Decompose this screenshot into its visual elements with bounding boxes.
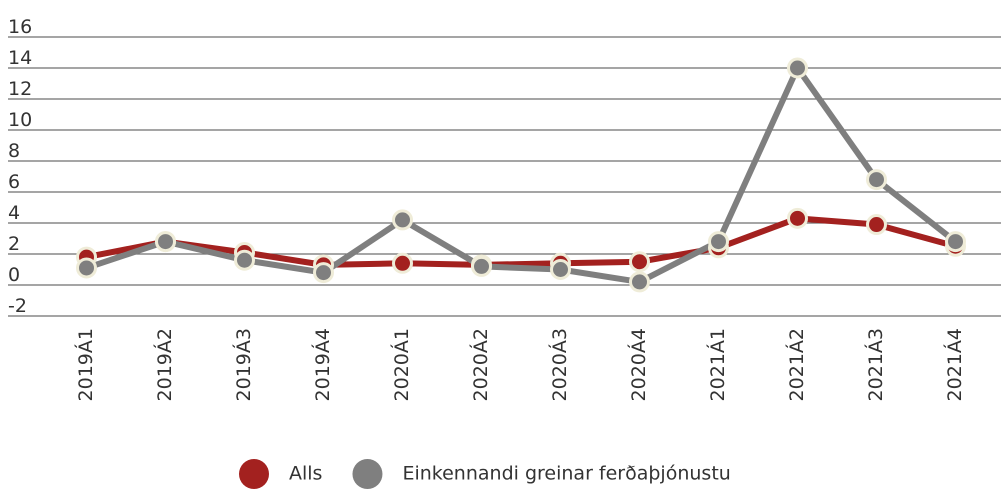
series-line	[85, 215, 957, 268]
x-tick-label: 2019Á1	[74, 328, 97, 401]
data-point	[392, 209, 413, 231]
data-point	[550, 259, 571, 280]
series-line	[85, 65, 958, 285]
y-tick-label: 6	[8, 171, 20, 193]
data-point	[629, 251, 650, 273]
y-tick-label: 2	[8, 233, 20, 255]
data-point	[629, 271, 650, 293]
data-point	[392, 252, 413, 274]
x-tick-label: 2020Á1	[390, 328, 413, 401]
y-tick-label: -2	[8, 295, 27, 317]
legend: Alls Einkennandi greinar ferðaþjónustu	[239, 459, 731, 489]
data-point	[787, 57, 808, 79]
data-point	[234, 249, 255, 271]
y-tick-label: 4	[8, 202, 20, 224]
data-point	[866, 214, 887, 236]
data-point	[313, 262, 334, 284]
y-tick-label: 8	[8, 140, 20, 162]
legend-marker	[239, 459, 269, 489]
data-point	[866, 169, 887, 191]
x-tick-label: 2021Á3	[864, 328, 887, 401]
y-tick-label: 14	[8, 47, 32, 69]
data-point	[471, 255, 492, 277]
legend-label: Alls	[289, 463, 322, 485]
x-tick-label: 2020Á3	[548, 328, 571, 401]
data-point	[76, 257, 97, 279]
y-tick-label: 0	[8, 264, 20, 286]
data-point	[945, 231, 966, 253]
y-tick-label: 10	[8, 109, 32, 131]
x-tick-label: 2021Á2	[785, 328, 808, 401]
legend-label: Einkennandi greinar ferðaþjónustu	[402, 463, 730, 485]
x-tick-label: 2019Á3	[232, 328, 255, 401]
x-tick-label: 2020Á2	[469, 328, 492, 401]
data-point	[787, 207, 808, 229]
y-tick-label: 12	[8, 78, 32, 100]
y-tick-label: 16	[8, 16, 32, 38]
x-tick-label: 2021Á1	[706, 328, 729, 401]
data-point	[155, 231, 176, 253]
x-tick-label: 2019Á4	[311, 328, 334, 401]
data-point	[708, 231, 729, 253]
legend-marker	[352, 459, 383, 489]
x-tick-label: 2019Á2	[153, 328, 176, 401]
x-tick-label: 2020Á4	[627, 328, 650, 401]
x-tick-label: 2021Á4	[943, 328, 966, 401]
